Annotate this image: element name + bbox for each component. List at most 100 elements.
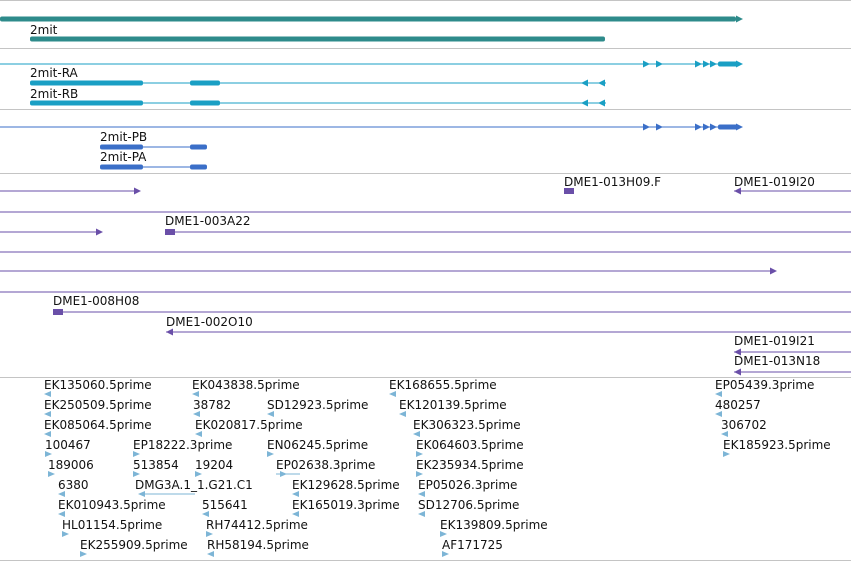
est-marker: [80, 551, 87, 557]
est-label[interactable]: RH74412.5prime: [206, 518, 308, 532]
est-label[interactable]: EK120139.5prime: [399, 398, 507, 412]
est-marker: [267, 451, 274, 457]
protein-exon: [190, 164, 207, 170]
est-label[interactable]: 38782: [193, 398, 232, 412]
est-marker: [58, 491, 65, 497]
est-label[interactable]: EK168655.5prime: [389, 378, 497, 392]
est-marker: [723, 451, 730, 457]
clone-label[interactable]: DME1-013H09.F: [564, 175, 662, 189]
clone-label[interactable]: DME1-019I20: [734, 175, 815, 189]
clone-arrow: [770, 267, 777, 275]
clone-label[interactable]: DME1-008H08: [53, 294, 140, 308]
clone-label[interactable]: DME1-019I21: [734, 334, 815, 348]
transcript-exon: [30, 80, 143, 86]
est-label[interactable]: 513854: [133, 458, 179, 472]
track-divider: [0, 173, 851, 174]
transcript-exon: [190, 100, 220, 106]
est-marker: [418, 491, 425, 497]
transcript-exon: [30, 100, 143, 106]
est-label[interactable]: RH58194.5prime: [207, 538, 309, 552]
est-label[interactable]: EK255909.5prime: [80, 538, 188, 552]
clone-arrow: [734, 348, 741, 356]
protein-label[interactable]: 2mit-PA: [100, 150, 147, 164]
est-marker: [207, 551, 214, 557]
est-label[interactable]: EK139809.5prime: [440, 518, 548, 532]
est-label[interactable]: EK306323.5prime: [413, 418, 521, 432]
est-label[interactable]: EN06245.5prime: [267, 438, 369, 452]
est-label[interactable]: 100467: [45, 438, 91, 452]
est-marker: [292, 511, 299, 517]
protein-exon: [190, 144, 207, 150]
exon-arrow: [703, 123, 710, 131]
est-label[interactable]: EP18222.3prime: [133, 438, 233, 452]
exon-arrow: [710, 60, 717, 68]
est-label[interactable]: 515641: [202, 498, 248, 512]
transcript-label[interactable]: 2mit-RB: [30, 87, 79, 101]
est-label[interactable]: EK129628.5prime: [292, 478, 400, 492]
est-label[interactable]: 189006: [48, 458, 94, 472]
exon-arrow: [643, 123, 650, 131]
est-marker: [195, 431, 202, 437]
exon-arrow: [710, 123, 717, 131]
est-marker: [192, 391, 199, 397]
est-label[interactable]: EK064603.5prime: [416, 438, 524, 452]
est-label[interactable]: EK010943.5prime: [58, 498, 166, 512]
gene-label[interactable]: 2mit: [30, 23, 58, 37]
exon-arrow: [656, 123, 663, 131]
est-label[interactable]: AF171725: [442, 538, 503, 552]
est-marker: [715, 411, 722, 417]
est-label[interactable]: EP05026.3prime: [418, 478, 518, 492]
est-label[interactable]: 6380: [58, 478, 89, 492]
est-label[interactable]: EK235934.5prime: [416, 458, 524, 472]
exon-arrow: [656, 60, 663, 68]
est-label[interactable]: DMG3A.1_1.G21.C1: [135, 478, 253, 492]
est-marker: [440, 531, 447, 537]
est-marker: [45, 451, 52, 457]
est-marker: [202, 511, 209, 517]
est-label[interactable]: EK135060.5prime: [44, 378, 152, 392]
est-marker: [416, 471, 423, 477]
est-marker: [721, 431, 728, 437]
protein-exon: [100, 144, 143, 150]
est-label[interactable]: SD12923.5prime: [267, 398, 369, 412]
est-label[interactable]: 480257: [715, 398, 761, 412]
clone-end-marker: [53, 309, 63, 315]
est-marker: [292, 491, 299, 497]
est-marker: [206, 531, 213, 537]
est-label[interactable]: 19204: [195, 458, 234, 472]
transcript-label[interactable]: 2mit-RA: [30, 66, 78, 80]
est-label[interactable]: EK020817.5prime: [195, 418, 303, 432]
est-label[interactable]: EK043838.5prime: [192, 378, 300, 392]
est-label[interactable]: HL01154.5prime: [62, 518, 163, 532]
est-label[interactable]: SD12706.5prime: [418, 498, 520, 512]
protein-label[interactable]: 2mit-PB: [100, 130, 148, 144]
est-marker: [193, 411, 200, 417]
protein-exon: [718, 124, 738, 130]
est-marker: [133, 451, 140, 457]
protein-exon: [100, 164, 143, 170]
clone-label[interactable]: DME1-013N18: [734, 354, 821, 368]
est-marker: [133, 471, 140, 477]
est-label[interactable]: EK185923.5prime: [723, 438, 831, 452]
est-label[interactable]: EK165019.3prime: [292, 498, 400, 512]
est-marker: [44, 431, 51, 437]
est-marker: [195, 471, 202, 477]
clone-arrow: [734, 368, 741, 376]
clone-end-marker: [165, 229, 175, 235]
est-label[interactable]: 306702: [721, 418, 767, 432]
est-label[interactable]: EP02638.3prime: [276, 458, 376, 472]
est-marker: [58, 511, 65, 517]
est-label[interactable]: EK250509.5prime: [44, 398, 152, 412]
est-marker: [416, 451, 423, 457]
gene-feature-bar: [0, 16, 736, 22]
clone-label[interactable]: DME1-002O10: [166, 315, 253, 329]
clone-arrow: [134, 187, 141, 195]
protein-end-arrow: [736, 123, 743, 131]
est-marker: [413, 431, 420, 437]
clone-label[interactable]: DME1-003A22: [165, 214, 251, 228]
clone-end-marker: [564, 188, 574, 194]
est-label[interactable]: EP05439.3prime: [715, 378, 815, 392]
exon-arrow: [703, 60, 710, 68]
est-label[interactable]: EK085064.5prime: [44, 418, 152, 432]
